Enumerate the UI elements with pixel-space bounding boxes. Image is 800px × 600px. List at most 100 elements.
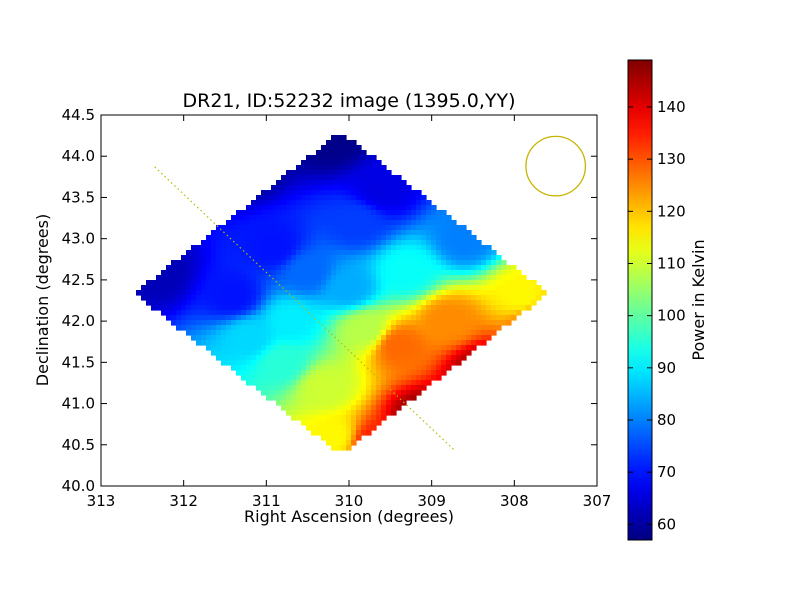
heatmap-cell: [286, 195, 292, 201]
heatmap-cell: [526, 285, 532, 291]
heatmap-cell: [366, 170, 372, 176]
heatmap-cell: [291, 260, 297, 266]
heatmap-cell: [296, 270, 302, 276]
heatmap-cell: [246, 315, 252, 321]
heatmap-cell: [356, 360, 362, 366]
heatmap-cell: [466, 240, 472, 246]
heatmap-cell: [361, 195, 367, 201]
heatmap-cell: [306, 215, 312, 221]
heatmap-cell: [336, 250, 342, 256]
heatmap-cell: [381, 310, 387, 316]
heatmap-cell: [281, 180, 287, 186]
heatmap-cell: [411, 335, 417, 341]
heatmap-cell: [476, 265, 482, 271]
heatmap-cell: [431, 275, 437, 281]
heatmap-cell: [276, 280, 282, 286]
heatmap-cell: [376, 390, 382, 396]
heatmap-cell: [501, 305, 507, 311]
heatmap-cell: [266, 250, 272, 256]
heatmap-cell: [511, 270, 517, 276]
heatmap-cell: [446, 240, 452, 246]
heatmap-cell: [331, 340, 337, 346]
heatmap-cell: [341, 225, 347, 231]
heatmap-cell: [406, 380, 412, 386]
heatmap-cell: [376, 175, 382, 181]
heatmap-cell: [381, 260, 387, 266]
heatmap-cell: [306, 200, 312, 206]
heatmap-cell: [326, 420, 332, 426]
heatmap-cell: [376, 165, 382, 171]
heatmap-cell: [381, 175, 387, 181]
heatmap-cell: [286, 290, 292, 296]
heatmap-cell: [391, 350, 397, 356]
heatmap-cell: [451, 255, 457, 261]
heatmap-cell: [246, 205, 252, 211]
heatmap-cell: [411, 265, 417, 271]
heatmap-cell: [286, 305, 292, 311]
heatmap-cell: [181, 310, 187, 316]
heatmap-cell: [426, 245, 432, 251]
heatmap-cell: [206, 310, 212, 316]
heatmap-cell: [356, 180, 362, 186]
heatmap-cell: [501, 300, 507, 306]
heatmap-cell: [306, 375, 312, 381]
heatmap-cell: [401, 370, 407, 376]
heatmap-cell: [481, 300, 487, 306]
heatmap-cell: [416, 325, 422, 331]
heatmap-cell: [406, 230, 412, 236]
heatmap-cell: [461, 260, 467, 266]
heatmap-cell: [301, 205, 307, 211]
heatmap-cell: [451, 220, 457, 226]
heatmap-cell: [436, 235, 442, 241]
heatmap-cell: [461, 315, 467, 321]
heatmap-cell: [211, 320, 217, 326]
heatmap-cell: [316, 335, 322, 341]
heatmap-cell: [276, 285, 282, 291]
heatmap-cell: [326, 425, 332, 431]
heatmap-cell: [351, 330, 357, 336]
heatmap-cell: [281, 220, 287, 226]
heatmap-cell: [351, 235, 357, 241]
heatmap-cell: [481, 275, 487, 281]
heatmap-cell: [146, 280, 152, 286]
heatmap-cell: [361, 340, 367, 346]
heatmap-cell: [246, 235, 252, 241]
heatmap-cell: [381, 185, 387, 191]
heatmap-cell: [336, 435, 342, 441]
heatmap-cell: [281, 345, 287, 351]
heatmap-cell: [371, 155, 377, 161]
heatmap-cell: [281, 205, 287, 211]
heatmap-cell: [266, 260, 272, 266]
heatmap-cell: [321, 395, 327, 401]
heatmap-cell: [351, 290, 357, 296]
heatmap-cell: [371, 315, 377, 321]
heatmap-cell: [476, 245, 482, 251]
heatmap-cell: [286, 325, 292, 331]
heatmap-cell: [386, 240, 392, 246]
heatmap-cell: [426, 275, 432, 281]
heatmap-cell: [416, 230, 422, 236]
heatmap-cell: [331, 350, 337, 356]
heatmap-cell: [276, 400, 282, 406]
heatmap-cell: [286, 320, 292, 326]
heatmap-cell: [261, 205, 267, 211]
heatmap-cell: [386, 215, 392, 221]
heatmap-cell: [331, 155, 337, 161]
heatmap-cell: [251, 335, 257, 341]
heatmap-cell: [321, 230, 327, 236]
heatmap-cell: [311, 230, 317, 236]
heatmap-cell: [221, 295, 227, 301]
heatmap-cell: [336, 345, 342, 351]
heatmap-cell: [491, 260, 497, 266]
heatmap-cell: [456, 345, 462, 351]
heatmap-cell: [376, 365, 382, 371]
heatmap-cell: [286, 340, 292, 346]
heatmap-cell: [336, 190, 342, 196]
heatmap-cell: [356, 195, 362, 201]
heatmap-cell: [326, 220, 332, 226]
heatmap-cell: [256, 290, 262, 296]
heatmap-cell: [206, 340, 212, 346]
heatmap-cell: [271, 395, 277, 401]
heatmap-cell: [306, 260, 312, 266]
